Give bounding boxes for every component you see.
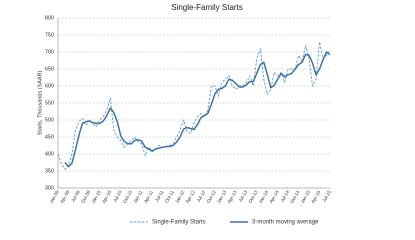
x-tick-label: Jan-14 [258,189,270,204]
x-tick-label: Jul-11 [154,189,165,202]
x-tick-label: Apr-10 [101,189,112,204]
chart: Single-Family Starts Starts, Thousands (… [37,3,332,226]
y-tick-label: 500 [45,117,54,123]
x-tick-label: Apr-13 [227,189,238,204]
y-tick-label: 300 [45,185,54,191]
x-tick-label: Oct-11 [164,189,175,204]
y-tick-label: 450 [45,134,54,140]
x-tick-label: Apr-12 [185,189,196,204]
x-tick-label: Jan-09 [49,189,61,204]
x-tick-label: Oct-10 [122,189,133,204]
y-tick-label: 600 [45,83,54,89]
x-tick-label: Oct-12 [206,189,217,204]
x-tick-label: Oct-09 [80,189,91,204]
x-tick-label: Oct-13 [247,189,258,204]
x-tick-label: Jul-15 [321,189,332,203]
y-tick-label: 550 [45,100,54,106]
y-tick-label: 700 [45,49,54,55]
page: {"chart_data": { "type": "line", "title"… [37,3,333,226]
x-tick-label: Jul-09 [70,189,81,203]
chart-title: Single-Family Starts [171,3,243,12]
x-tick-label: Jul-13 [238,189,249,203]
x-tick-label: Apr-11 [143,189,154,204]
y-axis-title: Starts, Thousands (SAAR) [37,70,43,135]
x-tick-label: Jul-10 [112,189,123,203]
x-tick-label: Jan-11 [132,189,143,204]
legend-label: Single-Family Starts [152,220,206,226]
y-tick-label: 350 [45,168,54,174]
y-tick-label: 650 [45,66,54,72]
x-tick-label: Jan-10 [90,189,102,204]
series-line [64,51,331,168]
y-tick-label: 400 [45,151,54,157]
x-tick-label: Jul-14 [279,189,290,203]
y-tick-label: 800 [45,15,54,21]
x-tick-label: Jul-12 [196,189,207,203]
series-line [57,41,331,170]
x-tick-label: Apr-15 [310,189,321,204]
x-tick-label: Jan-12 [174,189,186,204]
x-tick-label: Oct-14 [289,189,300,204]
y-tick-label: 750 [45,32,54,38]
x-tick-label: Jan-15 [300,189,312,204]
x-tick-label: Jan-13 [216,189,228,204]
x-tick-label: Apr-09 [59,189,70,204]
x-tick-label: Apr-14 [268,189,279,204]
legend-label: 3-month moving average [252,220,319,226]
